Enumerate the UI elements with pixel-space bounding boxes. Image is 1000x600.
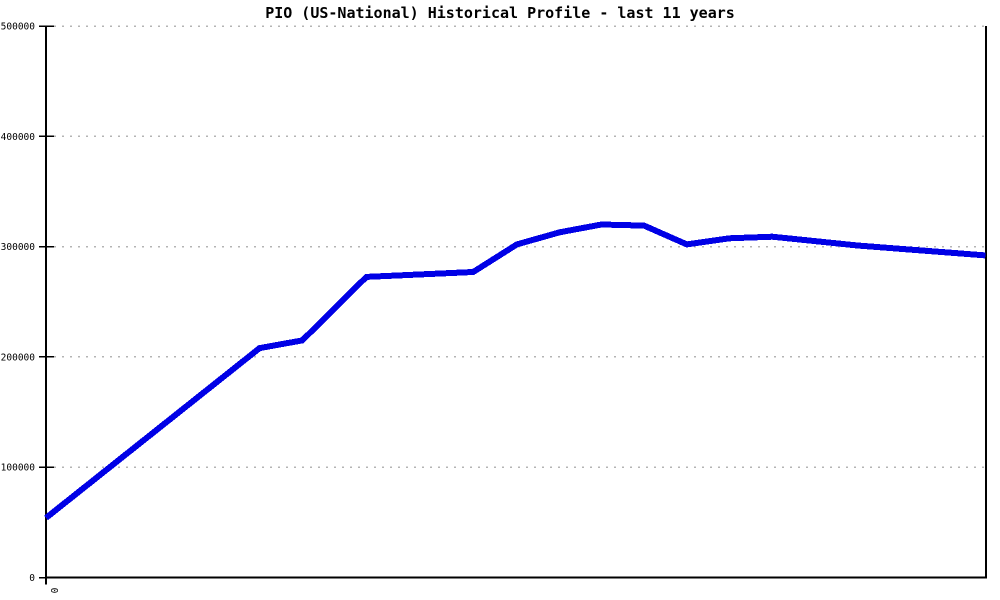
chart-title: PIO (US-National) Historical Profile - l… <box>265 4 735 22</box>
y-axis-labels: 0 100000 200000 300000 400000 500000 <box>1 22 36 585</box>
data-line-series <box>44 221 986 521</box>
svg-text:400000: 400000 <box>1 132 36 143</box>
svg-text:300000: 300000 <box>1 242 36 253</box>
x-axis-origin-label: 0 <box>48 588 59 594</box>
svg-text:500000: 500000 <box>1 22 36 33</box>
svg-text:100000: 100000 <box>1 463 36 474</box>
svg-text:0: 0 <box>29 573 35 584</box>
axis-frame <box>45 26 987 579</box>
svg-text:200000: 200000 <box>1 352 36 363</box>
